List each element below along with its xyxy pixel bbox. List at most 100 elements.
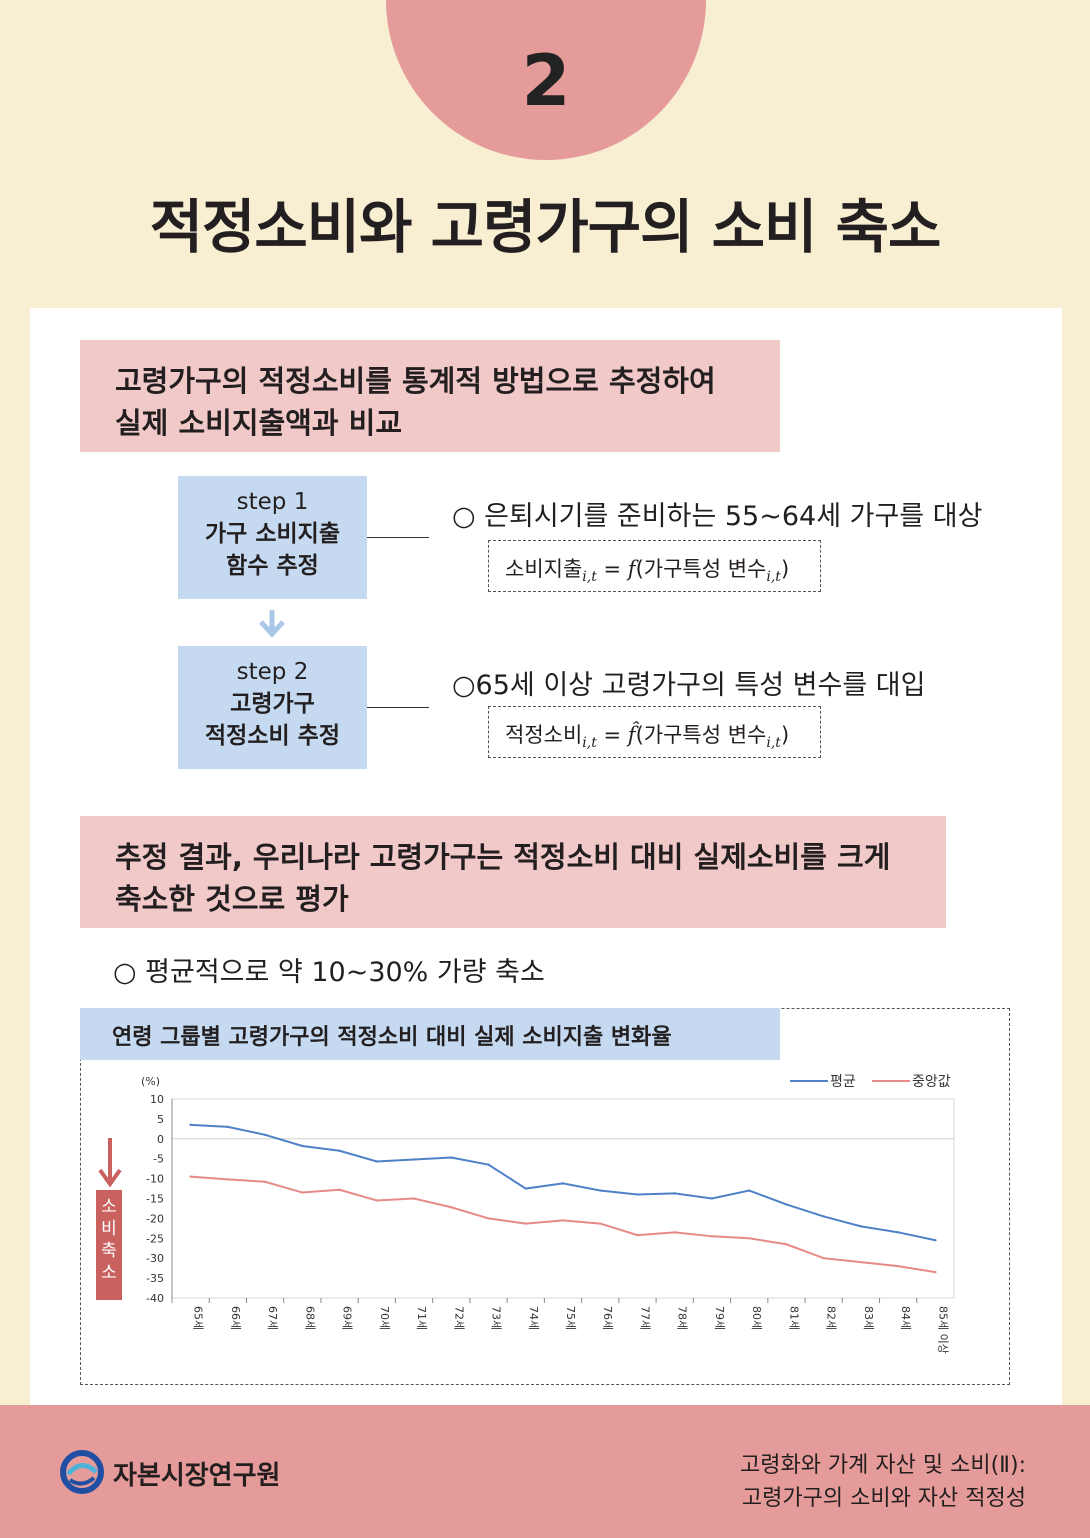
step2-formula-close: )	[780, 723, 790, 747]
series-1-point	[599, 1189, 602, 1192]
shrink-char-4: 소	[101, 1263, 117, 1283]
x-tick-label: 79세	[713, 1306, 726, 1330]
step2-formula-sub: i,t	[582, 735, 597, 752]
step2-text2: 적정소비 추정	[205, 723, 340, 749]
step2-formula-open: (가구특성 변수	[635, 723, 767, 747]
y-tick-label: -35	[146, 1272, 164, 1285]
summary-box-2: 추정 결과, 우리나라 고령가구는 적정소비 대비 실제소비를 크게 축소한 것…	[80, 816, 946, 928]
shrink-char-3: 축	[101, 1241, 117, 1261]
summary-1-line1: 고령가구의 적정소비를 통계적 방법으로 추정하여	[115, 364, 716, 398]
y-tick-label: -40	[146, 1292, 164, 1305]
series-1-point	[636, 1193, 639, 1196]
series-1-point	[226, 1125, 230, 1129]
series-2-point	[859, 1260, 863, 1264]
step2-label: step 2	[236, 659, 309, 685]
x-tick-label: 82세	[825, 1306, 838, 1330]
series-2-point	[934, 1270, 937, 1274]
series-1-point	[338, 1149, 341, 1152]
y-tick-label: -25	[146, 1232, 164, 1245]
down-arrow-icon	[98, 1138, 122, 1188]
series-1-point	[487, 1163, 490, 1166]
y-tick-label: 10	[150, 1093, 164, 1106]
shrink-char-1: 소	[101, 1197, 117, 1217]
step1-formula-sub: i,t	[582, 569, 597, 586]
legend-label-2: 중앙값	[912, 1074, 951, 1090]
x-tick-label: 73세	[490, 1306, 503, 1330]
series-2-point	[524, 1222, 527, 1225]
step1-formula-open: (가구특성 변수	[635, 557, 767, 581]
footer-line-1: 고령화와 가계 자산 및 소비(Ⅱ):	[739, 1453, 1026, 1478]
x-tick-label: 69세	[341, 1306, 354, 1330]
step1-formula-eq: =	[596, 557, 628, 581]
series-1-point	[189, 1123, 192, 1127]
x-tick-label: 81세	[787, 1306, 800, 1330]
series-1-point	[412, 1158, 416, 1161]
step1-text1: 가구 소비지출	[205, 521, 340, 547]
series-2-point	[822, 1257, 825, 1260]
step1-bullet: ○ 은퇴시기를 준비하는 55~64세 가구를 대상	[452, 501, 983, 532]
series-2-point	[673, 1231, 676, 1234]
series-2-point	[301, 1191, 304, 1194]
series-2-point	[636, 1233, 639, 1237]
section-number: 2	[521, 40, 571, 122]
series-1-point	[934, 1239, 937, 1242]
y-tick-label: -15	[146, 1193, 164, 1206]
series-1-point	[263, 1133, 267, 1137]
step1-formula-sub2: i,t	[766, 569, 781, 586]
series-1-point	[450, 1156, 453, 1159]
summary-box-1: 고령가구의 적정소비를 통계적 방법으로 추정하여 실제 소비지출액과 비교	[80, 340, 780, 452]
x-tick-label: 76세	[601, 1306, 614, 1330]
y-tick-label: 5	[157, 1113, 164, 1126]
series-2-point	[710, 1235, 714, 1238]
x-tick-label: 68세	[303, 1306, 316, 1330]
x-tick-label: 80세	[750, 1306, 763, 1330]
x-tick-label: 66세	[229, 1306, 242, 1330]
x-tick-label: 70세	[378, 1306, 391, 1330]
step2-formula-eq: =	[596, 723, 628, 747]
x-tick-label: 65세	[192, 1306, 205, 1330]
x-tick-label: 83세	[862, 1306, 875, 1330]
step2-formula-lhs: 적정소비	[505, 723, 583, 747]
series-1-point	[524, 1187, 527, 1190]
series-2-point	[189, 1175, 192, 1178]
step1-formula-close: )	[780, 557, 790, 581]
page-title: 적정소비와 고령가구의 소비 축소	[149, 193, 942, 261]
series-1-point	[375, 1160, 379, 1163]
consumption-shrink-label: 소 비 축 소	[96, 1190, 122, 1300]
legend-label-1: 평균	[830, 1074, 856, 1090]
series-2-point	[785, 1243, 788, 1246]
step1-connector	[367, 537, 429, 538]
step1-formula: 소비지출i,t = f(가구특성 변수i,t)	[488, 540, 821, 592]
series-1-point	[301, 1144, 304, 1148]
plot-area	[171, 1098, 955, 1299]
x-tick-label: 77세	[638, 1306, 651, 1330]
series-1-point	[747, 1189, 751, 1192]
step2-formula: 적정소비i,t = f̂(가구특성 변수i,t)	[488, 706, 821, 758]
step2-connector	[367, 707, 429, 708]
footer-line-2: 고령가구의 소비와 자산 적정성	[741, 1486, 1026, 1511]
summary-2-line1: 추정 결과, 우리나라 고령가구는 적정소비 대비 실제소비를 크게	[115, 840, 891, 874]
series-1-point	[561, 1182, 565, 1185]
series-2-point	[263, 1180, 267, 1183]
step1-formula-fn: f	[627, 557, 636, 581]
y-tick-label: -20	[146, 1212, 164, 1225]
step1-text2: 함수 추정	[226, 553, 319, 579]
series-1-point	[785, 1203, 788, 1206]
y-tick-label: -10	[146, 1173, 164, 1186]
x-tick-label: 75세	[564, 1306, 577, 1330]
series-1-point	[896, 1231, 900, 1234]
summary-2-line2: 축소한 것으로 평가	[115, 882, 349, 916]
summary-1-line2: 실제 소비지출액과 비교	[115, 406, 402, 440]
step1-box: step 1 가구 소비지출 함수 추정	[178, 476, 367, 599]
step-arrow-icon	[259, 610, 285, 638]
step1-formula-lhs: 소비지출	[505, 557, 583, 581]
series-2-point	[896, 1264, 900, 1268]
x-tick-label: 85세 이상	[936, 1306, 949, 1354]
series-2-point	[412, 1197, 416, 1200]
series-2-point	[561, 1219, 565, 1222]
y-tick-label: 0	[157, 1133, 164, 1146]
series-2-point	[338, 1188, 341, 1191]
y-axis-unit: (%)	[141, 1075, 160, 1088]
step1-label: step 1	[236, 489, 309, 515]
x-tick-label: 71세	[415, 1306, 428, 1330]
